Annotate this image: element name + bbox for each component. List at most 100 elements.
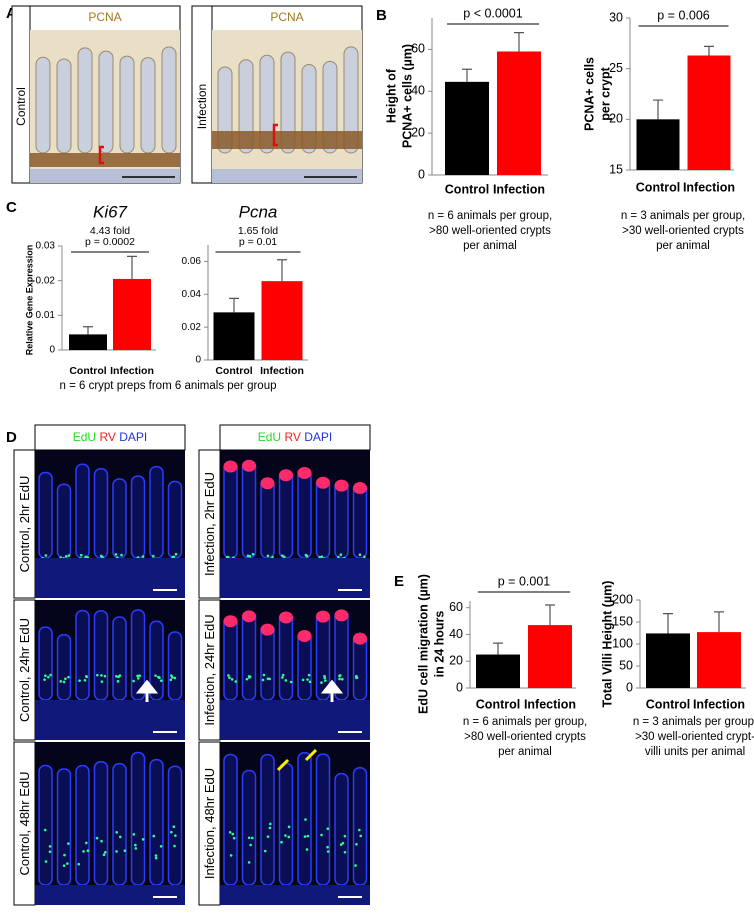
y-tick-label: 0	[418, 167, 425, 181]
bar-chart: 0 20 40 60 Control Infection p < 0.0001 Height …	[384, 6, 552, 252]
panel-label: B	[376, 7, 387, 24]
row-label: Infection, 2hr EdU	[202, 472, 217, 576]
edu-signal	[282, 555, 286, 559]
channel-header: EdU RV DAPI	[73, 430, 148, 444]
edu-signal	[261, 678, 265, 682]
edu-signal	[287, 835, 291, 839]
edu-signal	[247, 836, 251, 840]
edu-signal	[170, 830, 173, 834]
villus	[75, 609, 90, 701]
villus	[167, 480, 183, 559]
arrow	[320, 679, 344, 702]
edu-signal	[337, 555, 340, 559]
y-tick-label: 25	[609, 61, 623, 75]
bar-chart: 0 0.02 0.04 0.06 Control Infection p = 0.01 Pcn…	[182, 202, 308, 377]
error-bar	[83, 326, 93, 335]
edu-signal	[43, 828, 47, 832]
category-label: Control	[69, 365, 106, 377]
edu-signal	[84, 555, 88, 559]
villus	[93, 610, 109, 701]
edu-signal	[306, 678, 309, 681]
edu-signal	[120, 553, 123, 557]
y-tick-label: 40	[411, 84, 425, 98]
villus	[56, 768, 72, 886]
edu-signal	[134, 843, 137, 847]
error-bar	[653, 99, 663, 120]
villus	[112, 762, 127, 886]
chart-title: Ki67	[93, 202, 128, 221]
edu-signal	[62, 680, 66, 684]
row-label: Infection, 48hr EdU	[202, 768, 217, 879]
y-axis-label: in 24 hours	[432, 611, 446, 678]
villus	[93, 468, 109, 559]
micrograph	[212, 30, 362, 183]
villus	[280, 51, 296, 154]
villus	[112, 616, 127, 701]
edu-signal	[358, 553, 362, 556]
villus	[56, 483, 72, 559]
edu-signal	[49, 673, 52, 677]
edu-signal	[132, 679, 135, 683]
edu-signal	[154, 856, 158, 860]
sample-note: >80 well-oriented crypts	[429, 225, 551, 237]
rv-signal	[334, 479, 349, 492]
y-tick-label: 40	[449, 627, 463, 641]
edu-signal	[118, 835, 122, 839]
y-axis-label: Total Villi Height (µm)	[600, 581, 614, 708]
villus	[241, 769, 257, 886]
bar	[113, 278, 151, 350]
edu-signal	[326, 827, 330, 830]
edu-signal	[228, 676, 231, 680]
edu-signal	[157, 675, 160, 679]
edu-signal	[266, 554, 270, 558]
edu-signal	[132, 833, 136, 836]
channel-name: RV	[99, 430, 119, 444]
edu-signal	[284, 834, 287, 837]
category-label: Control	[646, 697, 690, 711]
rv-signal	[279, 469, 293, 482]
edu-signal	[59, 680, 63, 683]
edu-signal	[289, 680, 293, 684]
edu-signal	[67, 554, 71, 557]
edu-signal	[359, 834, 362, 838]
edu-signal	[86, 849, 90, 853]
error-bar	[229, 297, 239, 313]
header-frame	[34, 424, 186, 451]
edu-signal	[266, 835, 270, 838]
edu-signal	[248, 675, 252, 679]
villus	[278, 611, 294, 701]
channel-name: DAPI	[119, 430, 147, 444]
submucosa	[212, 169, 362, 183]
edu-signal	[343, 850, 347, 854]
error-bar	[514, 32, 524, 52]
category-label: Infection	[493, 182, 545, 196]
y-tick-label: 30	[609, 10, 623, 24]
villus	[38, 764, 53, 886]
villus	[93, 761, 109, 886]
sample-note: per animal	[656, 240, 710, 252]
bar-chart: 15 20 25 30 Control Infection p = 0.006 PCNA+ c…	[582, 8, 745, 252]
villus	[77, 47, 93, 154]
submucosa	[30, 169, 180, 183]
panel-label: E	[394, 573, 404, 590]
error-bar	[714, 611, 724, 633]
rv-signal	[260, 623, 275, 636]
channel-header: EdU RV DAPI	[258, 430, 333, 444]
edu-signal	[104, 850, 107, 854]
bar-chart: 0 0.01 0.02 0.03 Control Infection p = 0.0002 K…	[24, 202, 276, 392]
villus	[241, 610, 257, 701]
edu-signal	[234, 680, 238, 683]
edu-signal	[136, 674, 139, 678]
villus	[223, 753, 238, 886]
edu-signal	[230, 678, 234, 681]
bar	[213, 312, 255, 360]
y-tick-label: 60	[411, 42, 425, 56]
rv-signal	[353, 632, 367, 645]
stain-label: PCNA	[270, 10, 303, 24]
villus	[260, 753, 275, 886]
edu-signal	[100, 674, 103, 677]
panel-label: D	[6, 429, 17, 446]
bar	[528, 625, 572, 688]
villus	[98, 50, 114, 154]
edu-signal	[141, 555, 145, 558]
